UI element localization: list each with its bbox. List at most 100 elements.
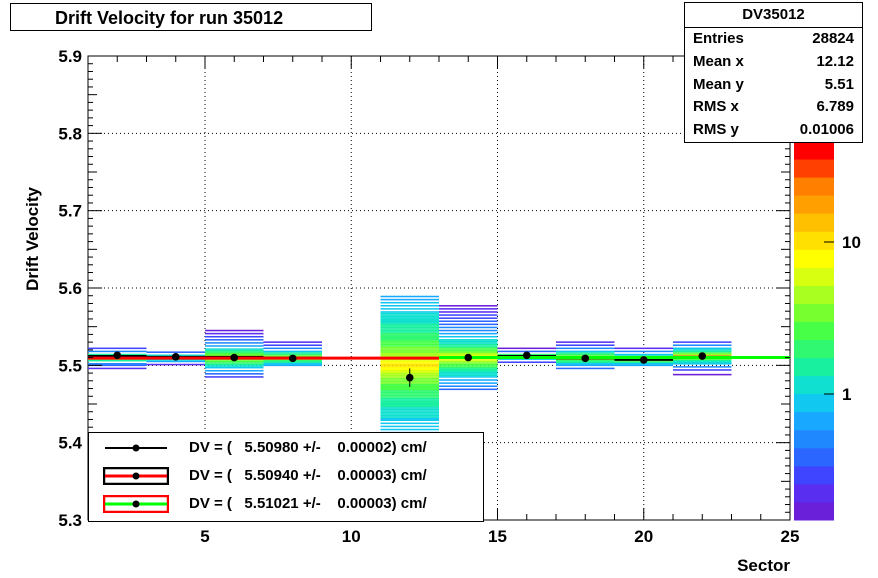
heatmap-cell — [380, 346, 439, 349]
heatmap-cell — [439, 360, 498, 363]
legend-marker-icon — [103, 467, 169, 485]
heatmap-cell — [380, 352, 439, 355]
heatmap-cell — [439, 326, 498, 329]
chart-title: Drift Velocity for run 35012 — [10, 3, 372, 31]
stats-value: 12.12 — [816, 52, 854, 70]
profile-point — [522, 351, 531, 360]
heatmap-cell — [380, 400, 439, 403]
x-tick-label: 15 — [488, 527, 507, 546]
heatmap-cell — [380, 404, 439, 406]
heatmap-cell — [380, 396, 439, 398]
heatmap-cell — [205, 329, 264, 332]
heatmap-cell — [614, 363, 673, 365]
heatmap-cell — [380, 351, 439, 353]
heatmap-cell — [614, 364, 673, 367]
legend-entry: DV = ( 5.50980 +/- 0.00002) cm/ — [89, 435, 483, 463]
heatmap-cell — [380, 340, 439, 343]
heatmap-cell — [673, 344, 732, 346]
profile-points — [113, 351, 707, 387]
x-axis-label: Sector — [737, 556, 790, 575]
palette-swatch — [794, 231, 834, 250]
palette-swatch — [794, 375, 834, 395]
heatmap-cell — [439, 317, 498, 319]
heatmap-cell — [380, 329, 439, 332]
chart-title-text: Drift Velocity for run 35012 — [55, 8, 284, 28]
heatmap-cell — [263, 353, 322, 356]
heatmap-cell — [380, 298, 439, 301]
heatmap-cell — [380, 408, 439, 411]
palette-swatch — [794, 501, 834, 521]
heatmap-cell — [673, 350, 732, 353]
palette-swatch — [794, 411, 834, 431]
heatmap-cell — [439, 339, 498, 341]
legend-entry: DV = ( 5.51021 +/- 0.00003) cm/ — [89, 491, 483, 519]
y-tick-label: 5.5 — [58, 356, 82, 375]
heatmap-cell — [439, 363, 498, 366]
heatmap-cell — [556, 341, 615, 343]
heatmap-cell — [380, 417, 439, 420]
heatmap-cell — [673, 349, 732, 351]
heatmap-cell — [380, 390, 439, 392]
heatmap-cell — [556, 367, 615, 370]
y-tick-label: 5.8 — [58, 124, 82, 143]
stats-label: Mean x — [693, 52, 744, 70]
heatmap-cell — [380, 391, 439, 394]
heatmap-cell — [439, 314, 498, 316]
x-tick-label: 25 — [781, 527, 800, 546]
x-tick-label: 20 — [634, 527, 653, 546]
palette-swatch — [794, 429, 834, 449]
palette-tick-label: 1 — [842, 385, 851, 404]
palette-swatch — [794, 339, 834, 359]
palette-swatch — [794, 141, 834, 160]
palette-swatch — [794, 321, 834, 341]
heatmap-cell — [380, 394, 439, 397]
heatmap-cell — [556, 361, 615, 364]
heatmap-cell — [673, 361, 732, 364]
legend: DV = ( 5.50980 +/- 0.00002) cm/ DV = ( 5… — [88, 432, 484, 522]
profile-point — [698, 352, 707, 360]
y-tick-label: 5.3 — [58, 511, 82, 530]
heatmap-cell — [380, 314, 439, 316]
heatmap-cell — [439, 343, 498, 346]
heatmap-cell — [497, 361, 556, 364]
heatmap-cell — [380, 301, 439, 304]
heatmap-cell — [380, 332, 439, 335]
heatmap-cell — [439, 362, 498, 364]
heatmap-cell — [380, 331, 439, 333]
heatmap-cell — [88, 359, 147, 362]
stats-row-rms-y: RMS y 0.01006 — [685, 119, 862, 142]
palette-swatch — [794, 195, 834, 214]
stats-name: DV35012 — [685, 3, 862, 28]
palette-swatch — [794, 447, 834, 467]
palette-tick-label: 10 — [842, 233, 861, 252]
stats-label: RMS x — [693, 98, 739, 116]
legend-marker-icon — [103, 495, 169, 513]
palette-swatch — [794, 285, 834, 304]
palette-swatch — [794, 303, 834, 322]
heatmap-cell — [380, 315, 439, 318]
legend-text: DV = ( 5.50940 +/- 0.00003) cm/ — [189, 467, 427, 484]
heatmap-cell — [380, 322, 439, 324]
heatmap-cell — [673, 366, 732, 368]
heatmap-cell — [439, 335, 498, 338]
stats-label: RMS y — [693, 121, 739, 139]
heatmap-cell — [380, 295, 439, 298]
heatmap-cell — [205, 373, 264, 375]
heatmap-cell — [205, 342, 264, 344]
heatmap-cell — [380, 320, 439, 323]
heatmap-cell — [146, 363, 205, 366]
heatmap-cell — [439, 351, 498, 353]
heatmap-cell — [439, 366, 498, 369]
heatmap-cell — [263, 344, 322, 346]
heatmap-cell — [380, 363, 439, 366]
heatmap-cell — [497, 358, 556, 360]
legend-text: DV = ( 5.51021 +/- 0.00003) cm/ — [189, 495, 427, 512]
heatmap-cell — [146, 351, 205, 353]
heatmap-cell — [88, 350, 147, 353]
heatmap-cell — [497, 350, 556, 353]
heatmap-cell — [380, 345, 439, 347]
heatmap-cell — [380, 334, 439, 336]
y-tick-label: 5.4 — [58, 434, 82, 453]
heatmap-cell — [673, 369, 732, 371]
heatmap-cell — [380, 422, 439, 425]
